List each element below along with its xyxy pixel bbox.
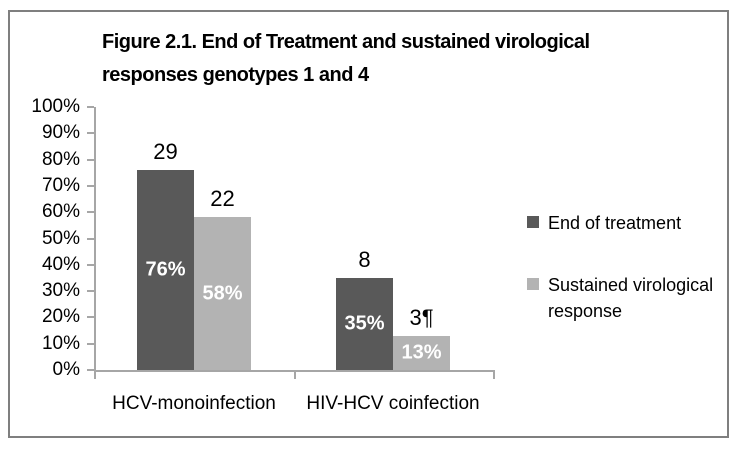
y-tick-mark: [87, 238, 94, 240]
category-label-hcv-monoinfection: HCV-monoinfection: [112, 393, 276, 414]
bar-sustained-virological-response-hcv-monoinfection: 58%: [194, 217, 251, 370]
legend-label-sustained-virological-response: Sustained virological response: [548, 275, 714, 321]
y-tick-mark: [87, 159, 94, 161]
bar-percent-label: 35%: [344, 312, 385, 335]
chart-title-line-1: Figure 2.1. End of Treatment and sustain…: [102, 31, 590, 53]
bar-count-label: 3¶: [409, 305, 434, 330]
y-axis-label: 20%: [41, 306, 80, 327]
bar-count-label: 8: [358, 247, 371, 272]
y-axis-label: 90%: [41, 122, 80, 143]
y-axis-label: 50%: [41, 228, 80, 249]
y-axis-label: 100%: [31, 96, 80, 117]
legend-swatch-sustained-virological-response: [527, 278, 539, 290]
category-label-hiv-hcv-coinfection: HIV-HCV coinfection: [306, 393, 480, 414]
y-axis-label: 0%: [52, 359, 80, 380]
y-tick-mark: [87, 132, 94, 134]
y-tick-mark: [87, 264, 94, 266]
y-tick-mark: [87, 316, 94, 318]
y-tick-mark: [87, 290, 94, 292]
x-axis-line: [94, 370, 495, 372]
chart-title: Figure 2.1. End of Treatment and sustain…: [102, 26, 590, 92]
legend-item-end-of-treatment: End of treatment: [527, 210, 740, 236]
y-tick-mark: [87, 343, 94, 345]
y-tick-mark: [87, 106, 94, 108]
y-tick-mark: [87, 185, 94, 187]
bar-end-of-treatment-hcv-monoinfection: 76%: [137, 170, 194, 370]
y-axis-line: [94, 107, 96, 372]
y-axis-label: 40%: [41, 254, 80, 275]
y-axis-label: 10%: [41, 333, 80, 354]
y-axis-label: 70%: [41, 175, 80, 196]
legend-label-end-of-treatment: End of treatment: [548, 213, 682, 233]
bar-percent-label: 58%: [202, 282, 243, 304]
chart-title-line-2: responses genotypes 1 and 4: [102, 64, 369, 86]
y-axis-label: 80%: [41, 149, 80, 170]
bar-percent-label: 13%: [401, 341, 442, 364]
x-tick-mark: [493, 372, 495, 379]
x-tick-mark: [94, 372, 96, 379]
y-axis-label: 60%: [41, 201, 80, 222]
y-axis-label: 30%: [41, 280, 80, 301]
bar-percent-label: 76%: [145, 258, 186, 281]
x-tick-mark: [294, 372, 296, 379]
bar-count-label: 29: [153, 139, 178, 164]
bar-sustained-virological-response-hiv-hcv-coinfection: 13%: [393, 336, 450, 370]
legend-item-sustained-virological-response: Sustained virological response: [527, 272, 740, 324]
bar-end-of-treatment-hiv-hcv-coinfection: 35%: [336, 278, 393, 370]
y-tick-mark: [87, 211, 94, 213]
y-tick-mark: [87, 369, 94, 371]
bar-count-label: 22: [210, 186, 235, 211]
legend-swatch-end-of-treatment: [527, 216, 539, 228]
